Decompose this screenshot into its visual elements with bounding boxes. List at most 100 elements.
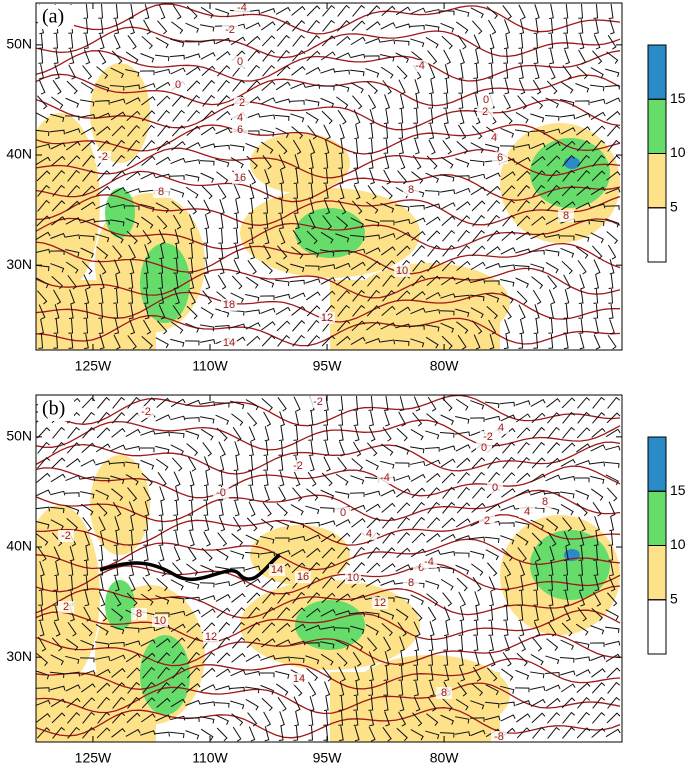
- wind-barb: [559, 657, 575, 663]
- wind-barb: [518, 576, 524, 592]
- wind-barb: [471, 457, 486, 469]
- wind-barb: [459, 666, 466, 682]
- wind-barb: [457, 229, 470, 242]
- wind-barb: [604, 205, 620, 210]
- wind-barb: [411, 532, 426, 544]
- wind-barb: [534, 4, 540, 20]
- wind-barb: [278, 426, 284, 442]
- wind-barb: [262, 49, 275, 62]
- wind-barb: [185, 399, 201, 407]
- wind-barb: [290, 548, 306, 557]
- wind-barb: [425, 37, 439, 49]
- wind-barb: [547, 621, 557, 637]
- wind-barb: [380, 460, 395, 469]
- wind-barb: [544, 491, 560, 497]
- wind-barb: [140, 713, 156, 723]
- wind-barb: [575, 623, 589, 636]
- wind-barb: [140, 53, 155, 63]
- wind-barb: [261, 638, 276, 648]
- wind-barb: [428, 108, 434, 124]
- wind-barb: [337, 457, 347, 472]
- wind-barb: [188, 515, 194, 532]
- wind-barb: [593, 334, 601, 350]
- wind-barb: [232, 426, 242, 442]
- wind-barb: [80, 639, 95, 650]
- wind-barb: [471, 125, 483, 140]
- wind-barb: [607, 396, 620, 409]
- wind-barb: [547, 726, 560, 739]
- wind-barb: [293, 725, 299, 741]
- wind-barb: [230, 157, 244, 169]
- wind-barb: [170, 623, 186, 633]
- wind-barb: [216, 51, 231, 61]
- colorbar-segment: [647, 207, 667, 263]
- wind-barb: [590, 67, 604, 79]
- wind-barb: [365, 578, 381, 588]
- wind-barb: [292, 34, 305, 47]
- wind-barb: [457, 682, 467, 697]
- wind-barb: [394, 40, 410, 46]
- x-tick-label: 95W: [313, 750, 343, 766]
- wind-barb: [50, 490, 66, 496]
- wind-barb: [155, 81, 171, 91]
- wind-barb: [96, 66, 109, 79]
- wind-barb: [185, 159, 201, 165]
- wind-barb: [353, 184, 361, 200]
- wind-barb: [260, 128, 275, 137]
- wind-barb: [129, 259, 135, 275]
- wind-barb: [530, 671, 545, 679]
- wind-barb: [440, 458, 456, 468]
- wind-barb: [365, 247, 381, 255]
- wind-barb: [320, 653, 334, 666]
- wind-barb: [80, 218, 96, 224]
- wind-barb: [380, 489, 396, 497]
- wind-barb: [262, 606, 275, 619]
- wind-barb: [366, 517, 381, 529]
- wind-barb: [139, 70, 155, 76]
- wind-barb: [230, 292, 244, 304]
- wind-barb: [443, 606, 451, 622]
- wind-barb: [440, 189, 456, 195]
- wind-barb: [36, 427, 51, 439]
- wind-barb: [471, 683, 484, 697]
- wind-barb: [396, 427, 408, 442]
- wind-barb: [202, 290, 213, 305]
- wind-barb: [67, 184, 81, 197]
- wind-barb: [500, 504, 516, 511]
- wind-barb: [488, 605, 494, 621]
- wind-barb: [260, 97, 276, 105]
- wind-barb: [368, 680, 374, 696]
- wind-barb: [484, 401, 500, 409]
- wind-barb: [533, 590, 539, 606]
- contour-label: -4: [380, 472, 390, 484]
- wind-barb: [217, 79, 230, 92]
- wind-barb: [65, 217, 81, 225]
- wind-barb: [530, 113, 545, 123]
- wind-barb: [425, 459, 441, 467]
- wind-barb: [155, 595, 170, 605]
- wind-barb: [38, 590, 44, 606]
- wind-barb: [201, 667, 216, 679]
- wind-barb: [66, 697, 81, 708]
- wind-barb: [338, 666, 346, 682]
- wind-barb: [159, 289, 164, 305]
- wind-barb: [320, 608, 336, 617]
- wind-barb: [337, 109, 347, 125]
- wind-barb: [173, 515, 179, 531]
- wind-barb: [83, 3, 89, 19]
- wind-barb: [305, 624, 321, 632]
- wind-barb: [68, 575, 74, 591]
- wind-barb: [200, 324, 215, 332]
- wind-barb: [411, 275, 426, 287]
- wind-barb: [233, 259, 241, 275]
- wind-barb: [548, 18, 554, 34]
- wind-barb: [383, 696, 389, 712]
- y-tick-label: 40N: [6, 146, 32, 162]
- wind-barb: [443, 635, 449, 651]
- wind-barb: [141, 110, 156, 122]
- wind-barb: [395, 218, 411, 224]
- wind-barb: [381, 502, 396, 513]
- wind-barb: [439, 310, 455, 316]
- wind-barb: [455, 564, 470, 575]
- wind-barb: [484, 536, 500, 544]
